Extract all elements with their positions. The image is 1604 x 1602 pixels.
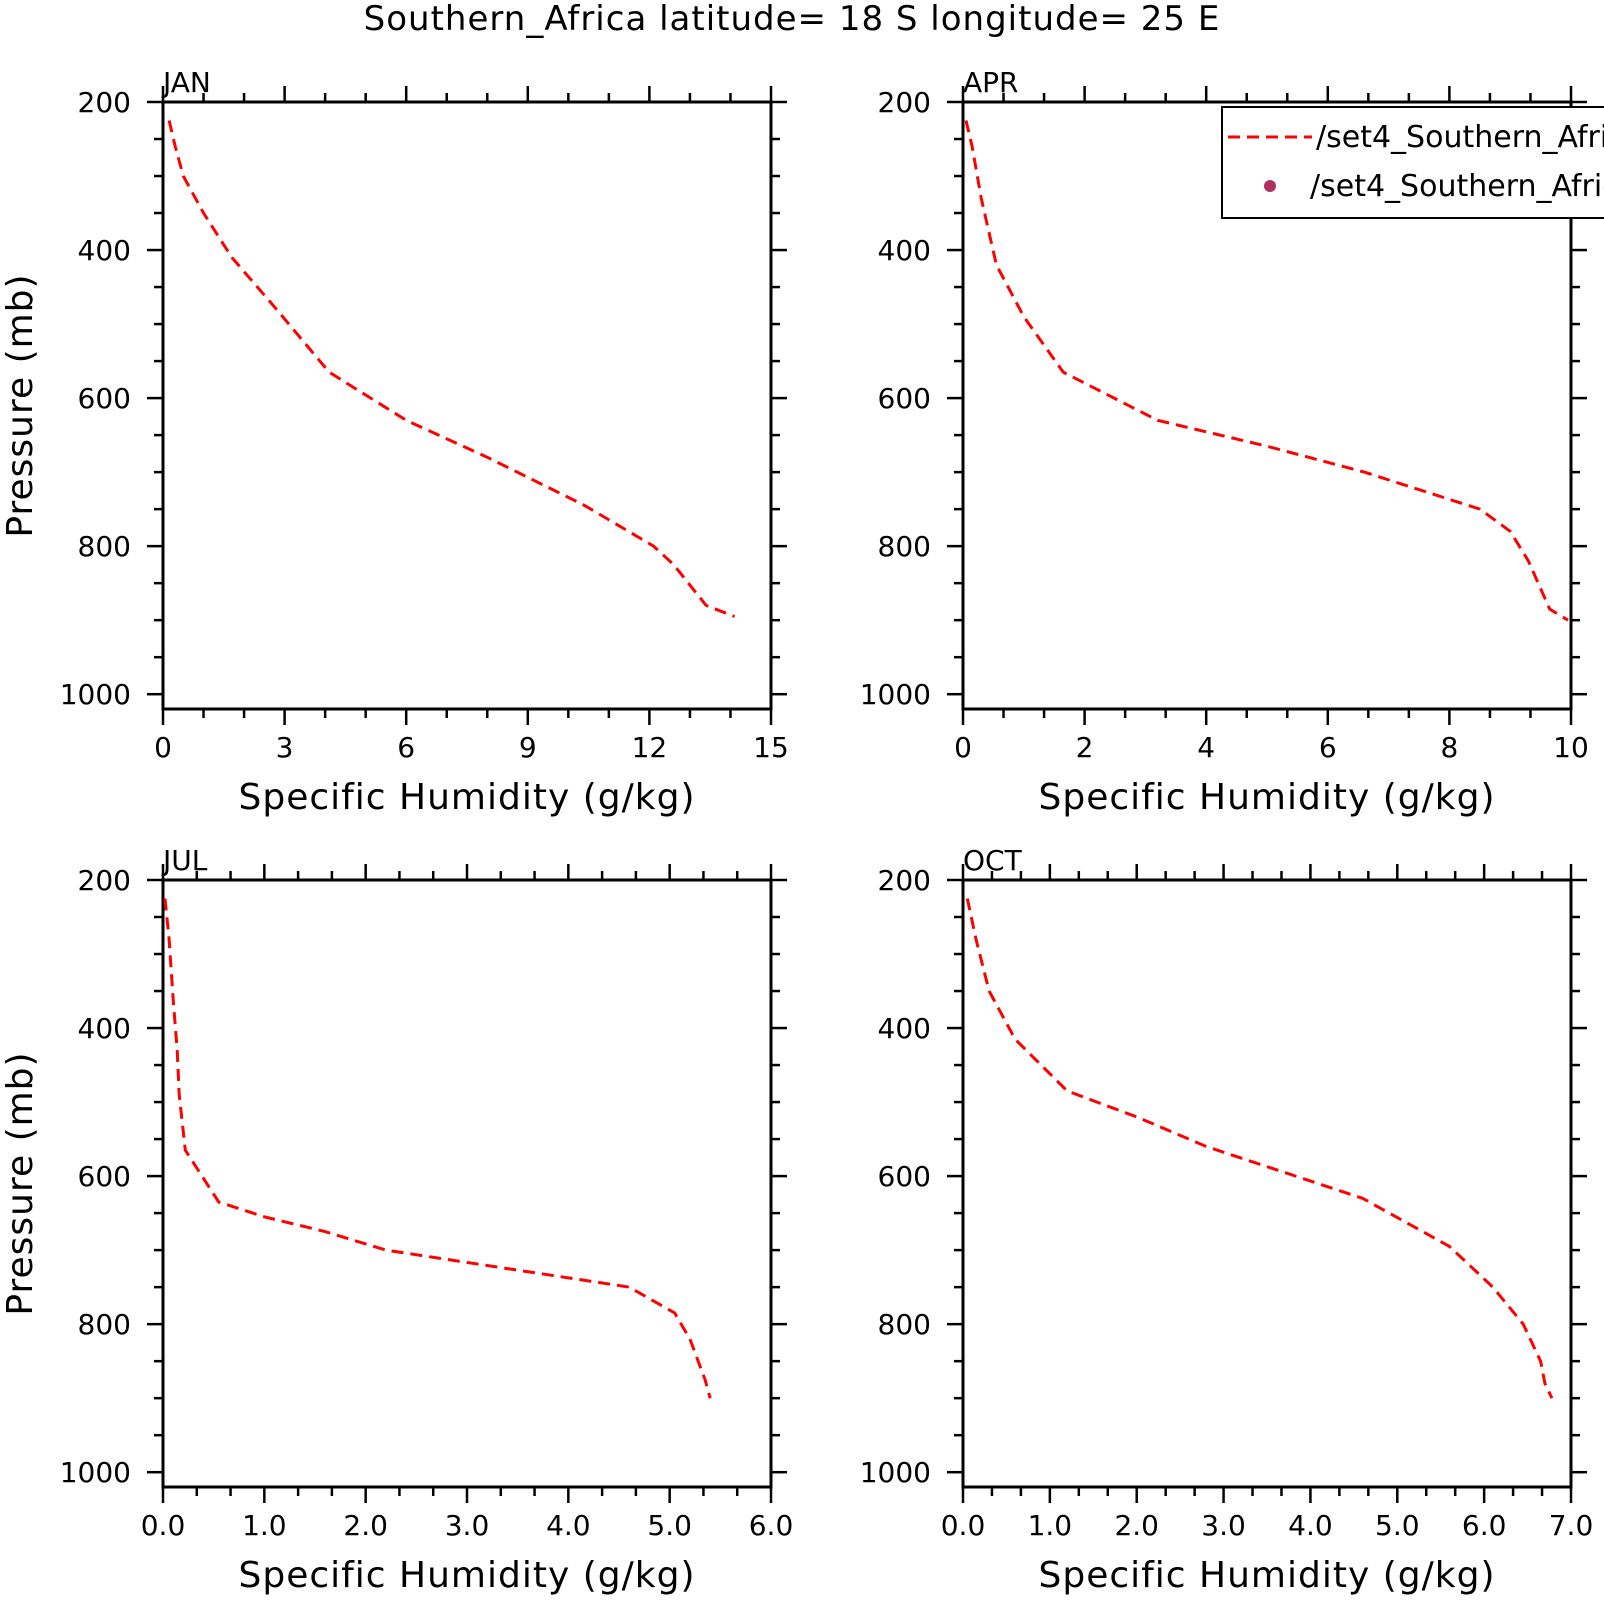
series-line <box>965 898 1554 1399</box>
x-tick-label: 0 <box>954 731 972 764</box>
x-axis-label: Specific Humidity (g/kg) <box>1038 1555 1495 1596</box>
series-line <box>163 898 712 1399</box>
plot-frame <box>961 878 1573 1489</box>
y-tick-label: 200 <box>878 864 931 897</box>
y-tick-label: 400 <box>78 234 131 267</box>
x-tick-label: 5.0 <box>647 1509 692 1542</box>
plot-frame <box>161 100 773 711</box>
x-tick-label: 9 <box>519 731 537 764</box>
panel-jul: JUL 0.0 1.0 2.0 3.0 4.0 5.0 6.0 200 400 600 800 1000… <box>0 844 793 1596</box>
x-tick-label: 7.0 <box>1549 1509 1594 1542</box>
y-tick-label: 1000 <box>860 1456 931 1489</box>
x-axis-label: Specific Humidity (g/kg) <box>238 777 695 818</box>
y-tick-label: 800 <box>878 1308 931 1341</box>
x-tick-label: 0 <box>154 731 172 764</box>
panel-label: JUL <box>161 844 208 877</box>
x-tick-label: 4.0 <box>546 1509 591 1542</box>
x-tick-label: 4 <box>1197 731 1215 764</box>
y-tick-label: 200 <box>78 864 131 897</box>
x-tick-label: 1.0 <box>242 1509 287 1542</box>
y-tick-label: 400 <box>78 1012 131 1045</box>
y-tick-label: 400 <box>878 1012 931 1045</box>
x-tick-label: 1.0 <box>1028 1509 1073 1542</box>
x-tick-label: 8 <box>1440 731 1458 764</box>
x-tick-label: 15 <box>753 731 789 764</box>
y-tick-label: 800 <box>878 530 931 563</box>
series-line <box>964 120 1569 622</box>
y-tick-label: 600 <box>878 382 931 415</box>
x-tick-label: 4.0 <box>1288 1509 1333 1542</box>
y-tick-label: 1000 <box>60 1456 131 1489</box>
x-tick-label: 3 <box>276 731 294 764</box>
y-tick-label: 600 <box>878 1160 931 1193</box>
x-tick-label: 3.0 <box>445 1509 490 1542</box>
x-tick-label: 6.0 <box>749 1509 794 1542</box>
y-tick-label: 600 <box>78 1160 131 1193</box>
y-tick-label: 200 <box>78 86 131 119</box>
main-title: Southern_Africa latitude= 18 S longitude… <box>364 0 1221 39</box>
x-axis-label: Specific Humidity (g/kg) <box>238 1555 695 1596</box>
x-tick-label: 0.0 <box>141 1509 186 1542</box>
legend-entry-1: /set4_Southern_Africa <box>1316 120 1604 155</box>
y-tick-label: 600 <box>78 382 131 415</box>
x-axis-label: Specific Humidity (g/kg) <box>1038 777 1495 818</box>
panel-label: APR <box>963 66 1019 99</box>
y-tick-label: 800 <box>78 1308 131 1341</box>
x-tick-label: 2.0 <box>1114 1509 1159 1542</box>
y-tick-label: 800 <box>78 530 131 563</box>
x-tick-label: 5.0 <box>1375 1509 1420 1542</box>
plot-frame <box>961 100 1573 711</box>
y-tick-label: 1000 <box>60 678 131 711</box>
x-tick-label: 3.0 <box>1201 1509 1246 1542</box>
y-tick-label: 200 <box>878 86 931 119</box>
legend-entry-2: /set4_Southern_Africa <box>1310 169 1604 204</box>
x-tick-label: 6 <box>397 731 415 764</box>
legend-box <box>1221 106 1604 219</box>
x-tick-label: 0.0 <box>941 1509 986 1542</box>
legend: /set4_Southern_Africa /set4_Southern_Afr… <box>1221 106 1604 219</box>
y-axis-label: Pressure (mb) <box>0 273 41 537</box>
x-tick-label: 2 <box>1076 731 1094 764</box>
x-tick-label: 6 <box>1319 731 1337 764</box>
y-axis-label: Pressure (mb) <box>0 1051 41 1315</box>
series-line <box>167 120 736 618</box>
y-tick-label: 400 <box>878 234 931 267</box>
x-tick-label: 12 <box>632 731 668 764</box>
x-tick-label: 2.0 <box>343 1509 388 1542</box>
legend-dot-sample <box>1264 180 1276 192</box>
panel-apr: APR 0 2 4 6 8 10 200 400 600 800 1000 Specific Humid… <box>860 66 1589 818</box>
y-tick-label: 1000 <box>860 678 931 711</box>
x-tick-label: 10 <box>1553 731 1589 764</box>
plot-frame <box>161 878 773 1489</box>
x-tick-label: 6.0 <box>1462 1509 1507 1542</box>
